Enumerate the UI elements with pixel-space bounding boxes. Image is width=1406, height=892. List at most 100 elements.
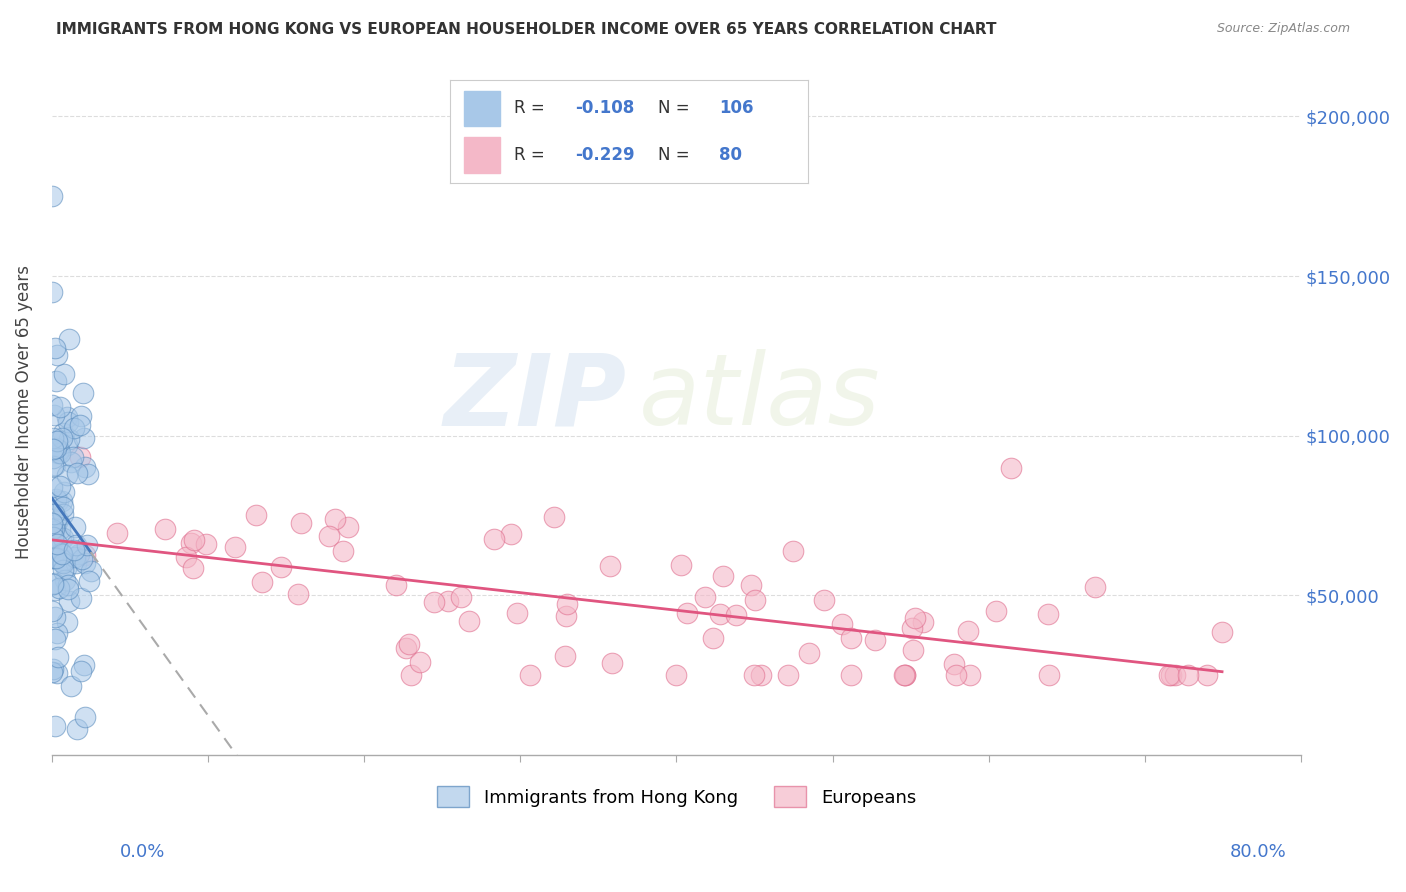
- Text: atlas: atlas: [638, 350, 880, 447]
- Point: [44, 583, 66, 598]
- Point: [49, 479, 72, 493]
- Point: [42, 576, 65, 591]
- Point: [44, 341, 66, 355]
- Point: [56, 438, 79, 452]
- Point: [42, 530, 65, 544]
- Point: [554, 648, 576, 663]
- Point: [1211, 624, 1233, 639]
- Point: [749, 668, 772, 682]
- Point: [1159, 668, 1181, 682]
- Point: [385, 578, 408, 592]
- Point: [42, 576, 65, 591]
- Point: [41, 398, 63, 412]
- Point: [52, 485, 75, 500]
- Point: [75, 459, 97, 474]
- Point: [543, 509, 565, 524]
- Point: [1000, 460, 1022, 475]
- Point: [53, 367, 76, 381]
- Point: [676, 607, 699, 621]
- Text: 106: 106: [718, 100, 754, 118]
- Point: [45, 374, 67, 388]
- Point: [245, 508, 267, 523]
- Point: [69, 418, 91, 433]
- Point: [956, 624, 979, 639]
- Point: [287, 587, 309, 601]
- Point: [42, 508, 65, 522]
- Point: [423, 594, 446, 608]
- Point: [45, 540, 67, 554]
- Point: [70, 551, 93, 566]
- Point: [45, 434, 67, 449]
- Point: [711, 569, 734, 583]
- Point: [984, 603, 1007, 617]
- Point: [76, 538, 98, 552]
- Point: [73, 431, 96, 445]
- Point: [323, 512, 346, 526]
- Point: [52, 425, 75, 440]
- Point: [600, 657, 623, 671]
- Point: [183, 533, 205, 547]
- Point: [51, 431, 73, 445]
- Point: [702, 632, 724, 646]
- Point: [912, 615, 935, 629]
- Point: [1160, 668, 1182, 682]
- Point: [58, 582, 80, 596]
- Point: [724, 608, 747, 623]
- Point: [270, 559, 292, 574]
- Point: [42, 459, 65, 474]
- Point: [1197, 668, 1219, 682]
- Point: [41, 480, 63, 494]
- Point: [669, 558, 692, 572]
- Point: [58, 577, 80, 591]
- Text: Source: ZipAtlas.com: Source: ZipAtlas.com: [1216, 22, 1350, 36]
- Point: [48, 446, 70, 460]
- Point: [79, 564, 101, 578]
- Point: [519, 668, 541, 682]
- Point: [194, 537, 217, 551]
- Point: [41, 604, 63, 618]
- Point: [46, 493, 69, 508]
- Point: [398, 637, 420, 651]
- Point: [45, 666, 67, 681]
- Point: [42, 442, 65, 457]
- Point: [52, 563, 75, 577]
- Point: [318, 529, 340, 543]
- Point: [252, 574, 274, 589]
- Point: [740, 577, 762, 591]
- Point: [56, 409, 79, 424]
- Text: 80: 80: [718, 145, 742, 163]
- Point: [44, 458, 66, 472]
- Point: [41, 45, 63, 60]
- Point: [46, 445, 69, 459]
- Point: [797, 646, 820, 660]
- Point: [65, 723, 87, 737]
- Point: [401, 668, 423, 682]
- Point: [42, 408, 65, 422]
- Point: [41, 549, 63, 564]
- Point: [45, 550, 67, 565]
- Point: [1177, 668, 1199, 682]
- Point: [65, 556, 87, 570]
- Point: [1164, 668, 1187, 682]
- Point: [41, 665, 63, 680]
- Point: [395, 640, 418, 655]
- Point: [744, 593, 766, 607]
- Point: [63, 549, 86, 564]
- Point: [63, 519, 86, 533]
- Text: N =: N =: [658, 145, 695, 163]
- Point: [1084, 580, 1107, 594]
- Point: [75, 709, 97, 723]
- Point: [224, 540, 246, 554]
- Point: [831, 617, 853, 632]
- Point: [664, 668, 686, 682]
- Point: [744, 668, 766, 682]
- Point: [893, 668, 915, 682]
- Point: [1038, 668, 1060, 682]
- Point: [63, 421, 86, 435]
- Point: [58, 333, 80, 347]
- Point: [62, 450, 84, 464]
- Point: [56, 615, 79, 630]
- Point: [67, 547, 90, 561]
- Point: [49, 522, 72, 536]
- Point: [506, 606, 529, 620]
